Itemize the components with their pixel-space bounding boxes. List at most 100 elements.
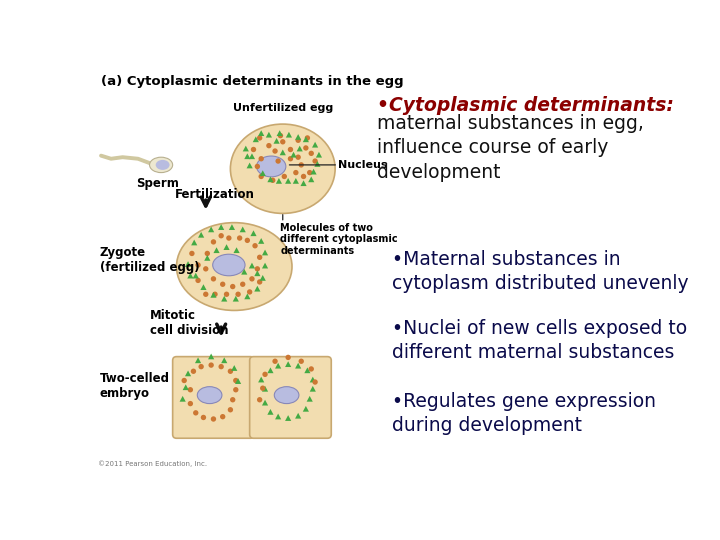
Circle shape [189,251,194,256]
Polygon shape [246,163,253,168]
Polygon shape [200,284,207,290]
Polygon shape [185,370,191,376]
FancyBboxPatch shape [250,356,331,438]
Circle shape [211,416,216,422]
Polygon shape [276,178,282,184]
Circle shape [270,178,276,183]
Circle shape [257,254,262,260]
Circle shape [195,278,201,283]
Polygon shape [198,232,204,238]
Text: •Nuclei of new cells exposed to
different maternal substances: •Nuclei of new cells exposed to differen… [392,319,687,362]
Polygon shape [310,168,317,174]
Polygon shape [303,406,309,411]
Circle shape [240,281,246,287]
Text: maternal substances in egg,
influence course of early
development: maternal substances in egg, influence co… [377,114,644,181]
Circle shape [309,151,314,156]
Circle shape [251,147,256,152]
Polygon shape [254,286,261,292]
Circle shape [228,407,233,413]
Circle shape [235,292,240,297]
Polygon shape [293,178,299,184]
Polygon shape [267,409,274,415]
Circle shape [237,235,243,241]
Polygon shape [195,357,201,363]
Circle shape [230,397,235,402]
Circle shape [288,156,293,161]
Polygon shape [310,386,316,391]
Polygon shape [193,273,199,279]
Circle shape [301,174,306,179]
Circle shape [276,158,281,164]
Circle shape [203,292,209,297]
Ellipse shape [256,156,286,177]
Polygon shape [187,273,194,279]
Ellipse shape [156,160,170,170]
Polygon shape [213,247,220,253]
Polygon shape [276,130,283,136]
Text: Fertilization: Fertilization [175,188,255,201]
Polygon shape [315,161,320,167]
Circle shape [211,276,216,281]
Text: •Maternal substances in
cytoplasm distributed unevenly: •Maternal substances in cytoplasm distri… [392,249,689,293]
Polygon shape [240,226,246,232]
Polygon shape [244,153,251,159]
Polygon shape [210,292,217,298]
FancyBboxPatch shape [173,356,254,438]
Circle shape [305,135,310,140]
Circle shape [309,366,314,372]
Circle shape [249,276,255,281]
Text: (a) Cytoplasmic determinants in the egg: (a) Cytoplasmic determinants in the egg [101,75,404,88]
Polygon shape [285,178,291,184]
Polygon shape [204,255,210,261]
Circle shape [255,164,260,169]
Circle shape [228,369,233,374]
Polygon shape [258,238,264,244]
Polygon shape [229,224,235,230]
Polygon shape [218,224,224,230]
Polygon shape [285,415,291,421]
Polygon shape [233,247,240,253]
Circle shape [224,292,229,297]
Text: •Cytoplasmic determinants:: •Cytoplasmic determinants: [377,96,674,114]
Polygon shape [258,377,264,382]
Polygon shape [208,354,215,359]
Circle shape [257,279,262,285]
Polygon shape [262,386,268,391]
Circle shape [191,369,196,374]
Polygon shape [295,134,301,140]
Circle shape [230,284,235,289]
Polygon shape [279,150,286,156]
Circle shape [218,233,224,239]
Circle shape [233,387,238,393]
Polygon shape [262,262,268,268]
Polygon shape [300,180,307,186]
Polygon shape [249,262,255,268]
Text: Nucleus: Nucleus [338,160,387,170]
Circle shape [226,235,232,241]
Polygon shape [223,244,230,250]
Circle shape [245,238,250,243]
Ellipse shape [212,254,245,276]
Polygon shape [241,269,248,275]
Polygon shape [286,132,292,138]
Circle shape [262,372,268,377]
Polygon shape [233,296,239,301]
Polygon shape [275,363,282,369]
Circle shape [280,139,285,145]
Circle shape [257,135,262,140]
Circle shape [258,156,264,161]
Polygon shape [295,413,301,418]
Circle shape [201,415,206,420]
Ellipse shape [274,387,299,403]
Polygon shape [316,152,322,158]
Text: Sperm: Sperm [136,177,179,190]
Polygon shape [290,152,297,158]
Circle shape [203,266,209,272]
Polygon shape [310,377,316,382]
Ellipse shape [230,124,335,213]
Circle shape [266,143,271,148]
Circle shape [247,289,252,295]
Circle shape [299,359,304,364]
Circle shape [188,401,193,406]
Polygon shape [253,137,259,142]
